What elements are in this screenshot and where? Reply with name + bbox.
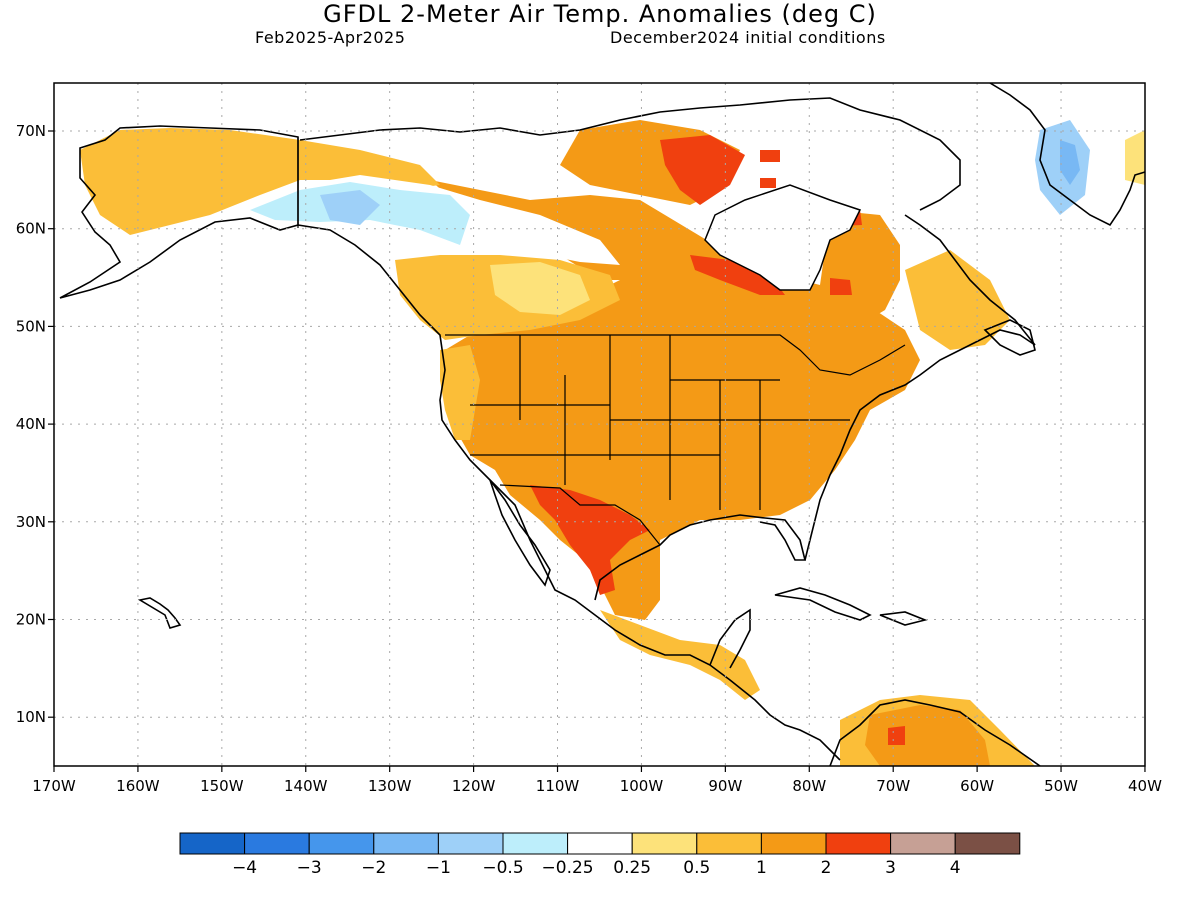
lat-tick-label: 70N	[16, 122, 46, 140]
colorbar-swatch	[437, 832, 504, 855]
colorbar-swatch	[825, 832, 892, 855]
colorbar-swatch	[631, 832, 698, 855]
forecast-period: Feb2025-Apr2025	[255, 28, 406, 47]
coastline-arctic	[299, 97, 961, 211]
coastline-south-america	[829, 699, 1041, 766]
anomaly-field-0-25-0-5-greenland	[1125, 130, 1145, 185]
colorbar-swatch	[244, 832, 310, 855]
anomaly-field-2-3-south-america	[888, 726, 905, 745]
hudson-bay-water	[704, 184, 862, 291]
lat-tick-label: 10N	[16, 708, 46, 726]
coastline-west	[297, 224, 841, 761]
anomaly-field-2-3-mexico	[530, 485, 650, 595]
colorbar-label: 0.25	[613, 858, 651, 878]
lat-tick-label: 50N	[16, 317, 46, 335]
colorbar: −4 −3 −2 −1 −0.5 −0.25 0.25 0.5 1 2 3 4	[179, 832, 1021, 878]
chart-title: GFDL 2-Meter Air Temp. Anomalies (deg C)	[323, 0, 877, 28]
anomaly-field-2-3-arctic	[660, 135, 745, 205]
coastline-cuba	[774, 587, 872, 621]
colorbar-swatch	[760, 832, 827, 855]
lon-tick-label: 130W	[368, 777, 412, 795]
colorbar-swatch	[373, 832, 439, 855]
border-us-canada	[445, 334, 906, 376]
coastline-hispaniola	[879, 611, 928, 626]
political-borders	[297, 137, 906, 546]
coastlines	[59, 83, 1145, 766]
anomaly-field-1-2-south-america	[865, 705, 990, 766]
colorbar-swatch	[696, 832, 762, 855]
colorbar-swatch	[308, 832, 375, 855]
graticule	[54, 83, 1145, 766]
lon-tick-label: 160W	[116, 777, 160, 795]
lon-tick-label: 90W	[708, 777, 742, 795]
lat-tick-label: 40N	[16, 415, 46, 433]
lon-tick-label: 60W	[960, 777, 994, 795]
colorbar-label: 1	[756, 858, 767, 878]
initial-conditions: December2024 initial conditions	[610, 28, 886, 47]
anomaly-field-neg-0-5	[320, 190, 380, 225]
anomaly-field-1-2-quebec	[820, 210, 900, 325]
lon-tick-label: 110W	[536, 777, 580, 795]
anomaly-field-0-25-0-5-sask	[490, 262, 590, 315]
longitude-axis: 170W 160W 150W 140W 130W 120W 110W 100W 90W 80W 70…	[32, 766, 1162, 795]
anomaly-field-1-2	[440, 255, 920, 620]
lon-tick-label: 70W	[876, 777, 910, 795]
anomaly-field-0-5-1-atlantic	[905, 250, 1010, 350]
colorbar-label: −2	[361, 858, 386, 878]
colorbar-label: 2	[821, 858, 832, 878]
lon-tick-label: 50W	[1044, 777, 1078, 795]
colorbar-swatch	[890, 832, 956, 855]
coastline-baja	[489, 479, 551, 587]
lon-tick-label: 170W	[32, 777, 76, 795]
colorbar-label: 0.5	[683, 858, 710, 878]
border-states-grid	[470, 335, 850, 510]
latitude-axis: 70N 60N 50N 40N 30N 20N 10N	[16, 122, 54, 726]
coastline-yucatan	[709, 608, 751, 669]
coastline-alaska	[59, 125, 299, 299]
anomaly-fields	[80, 120, 1145, 766]
colorbar-swatch	[179, 832, 246, 855]
lat-tick-label: 30N	[16, 513, 46, 531]
coastline-newfoundland	[983, 319, 1036, 356]
lon-tick-label: 100W	[620, 777, 664, 795]
colorbar-label: −4	[232, 858, 257, 878]
lon-tick-label: 150W	[200, 777, 244, 795]
anomaly-field-2-3-hudson	[690, 255, 785, 295]
colorbar-label: 4	[950, 858, 961, 878]
colorbar-label: −3	[297, 858, 322, 878]
border-us-mexico	[499, 484, 661, 546]
colorbar-swatch	[567, 832, 633, 855]
colorbar-label: −1	[426, 858, 451, 878]
coastline-gulf	[594, 514, 807, 601]
anomaly-field-0-5-1-alaska	[80, 128, 440, 235]
lat-tick-label: 60N	[16, 220, 46, 238]
lon-tick-label: 140W	[284, 777, 328, 795]
lat-tick-label: 20N	[16, 611, 46, 629]
coastline-east	[804, 214, 1036, 561]
colorbar-swatch	[502, 832, 569, 855]
lon-tick-label: 80W	[792, 777, 826, 795]
coastline-greenland	[989, 83, 1145, 227]
anomaly-field-0-5-1-west-coast	[440, 345, 480, 440]
colorbar-label: −0.25	[542, 858, 594, 878]
anomaly-field-neg-1-greenland	[1060, 140, 1080, 185]
lon-tick-label: 40W	[1128, 777, 1162, 795]
lon-tick-label: 120W	[452, 777, 496, 795]
colorbar-label: −0.5	[482, 858, 523, 878]
colorbar-swatch	[954, 832, 1021, 855]
colorbar-label: 3	[885, 858, 896, 878]
